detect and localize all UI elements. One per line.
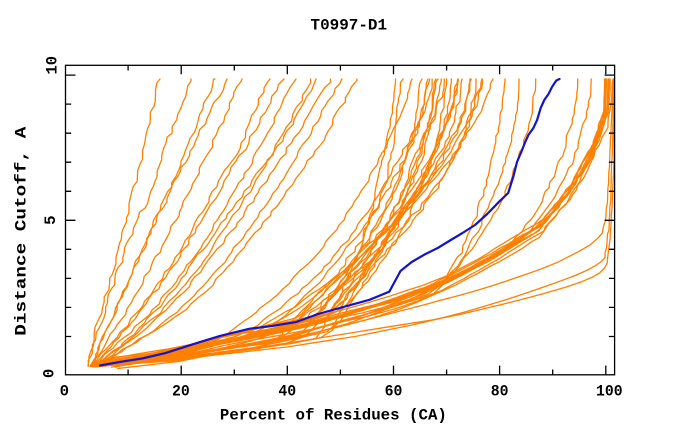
svg-text:T0997-D1: T0997-D1	[311, 16, 388, 34]
svg-text:60: 60	[385, 383, 403, 401]
svg-text:80: 80	[491, 383, 509, 401]
svg-text:5: 5	[42, 215, 60, 224]
svg-text:20: 20	[172, 383, 190, 401]
svg-text:0: 0	[60, 383, 69, 401]
svg-text:100: 100	[596, 383, 623, 401]
svg-text:10: 10	[43, 56, 61, 75]
svg-text:Distance Cutoff, A: Distance Cutoff, A	[13, 126, 31, 336]
svg-text:40: 40	[278, 383, 296, 401]
svg-text:0: 0	[41, 369, 59, 378]
svg-text:Percent of Residues (CA): Percent of Residues (CA)	[220, 406, 447, 424]
